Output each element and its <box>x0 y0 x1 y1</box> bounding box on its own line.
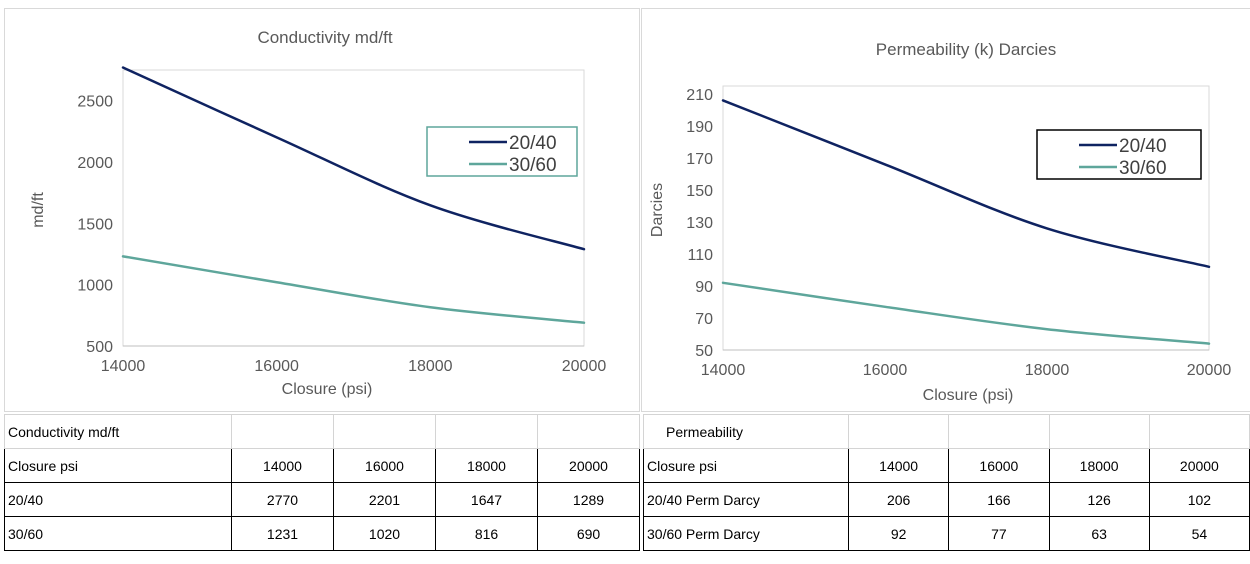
y-tick-label: 50 <box>695 343 713 360</box>
table-cell <box>231 414 334 449</box>
table-cell <box>333 414 436 449</box>
plot-area <box>722 85 1210 351</box>
y-tick-label: 1000 <box>77 278 113 295</box>
legend-label: 30/60 <box>1119 158 1167 179</box>
table-row: Closure psi 14000 16000 18000 20000 <box>643 448 1250 483</box>
y-tick-label: 130 <box>686 215 713 232</box>
table-cell: 54 <box>1148 516 1250 551</box>
legend <box>1036 129 1202 180</box>
series-line-30-60 <box>721 281 1211 345</box>
table-cell <box>847 414 950 449</box>
table-row: 30/60 Perm Darcy 92 77 63 54 <box>643 516 1250 551</box>
table-cell: 1020 <box>333 516 436 551</box>
table-cell: 20000 <box>537 448 640 483</box>
conductivity-chart: Conductivity md/ft 500 1000 1500 2000 2500 14… <box>4 8 640 412</box>
permeability-chart: Permeability (k) Darcies 50 70 90 110 130 150… <box>641 8 1250 412</box>
x-tick-label: 18000 <box>408 358 453 375</box>
table-cell <box>948 414 1050 449</box>
y-tick-label: 500 <box>86 339 113 356</box>
table-row: Closure psi 14000 16000 18000 20000 <box>4 448 640 483</box>
x-tick-label: 16000 <box>254 358 299 375</box>
y-tick-label: 190 <box>686 119 713 136</box>
x-axis-title: Closure (psi) <box>923 387 1014 404</box>
table-cell: 166 <box>948 482 1050 517</box>
y-tick-label: 150 <box>686 183 713 200</box>
legend-label: 30/60 <box>509 155 557 176</box>
series-line-30-60 <box>121 255 586 324</box>
table-cell: 20000 <box>1148 448 1250 483</box>
x-tick-label: 18000 <box>1025 362 1070 379</box>
y-tick-label: 2000 <box>77 155 113 172</box>
series-line-20-40 <box>721 99 1211 269</box>
y-axis-title: Darcies <box>649 183 666 237</box>
y-tick-label: 1500 <box>77 216 113 233</box>
x-axis-title: Closure (psi) <box>282 381 373 398</box>
y-tick-label: 2500 <box>77 94 113 111</box>
table-title: Conductivity md/ft <box>4 414 232 449</box>
table-cell: 1647 <box>435 482 538 517</box>
table-cell: 77 <box>948 516 1050 551</box>
x-tick-label: 14000 <box>701 362 746 379</box>
table-cell: 126 <box>1048 482 1150 517</box>
table-cell: 102 <box>1148 482 1250 517</box>
table-cell <box>537 414 640 449</box>
legend <box>426 126 578 177</box>
y-tick-label: 110 <box>687 247 713 264</box>
y-tick-label: 170 <box>686 151 713 168</box>
legend-label: 20/40 <box>1119 136 1167 157</box>
y-tick-label: 210 <box>686 87 713 104</box>
row-label: 20/40 <box>4 482 232 517</box>
table-cell: 18000 <box>1048 448 1150 483</box>
plot-area <box>122 69 585 347</box>
table-cell: 1231 <box>231 516 334 551</box>
table-cell: 16000 <box>948 448 1050 483</box>
series-line-20-40 <box>121 66 586 251</box>
table-cell <box>1048 414 1150 449</box>
chart-title: Permeability (k) Darcies <box>876 40 1056 59</box>
table-cell: 690 <box>537 516 640 551</box>
chart-title: Conductivity md/ft <box>257 28 392 47</box>
table-title-row: Conductivity md/ft <box>4 414 640 449</box>
table-title: Permeability <box>643 414 849 449</box>
table-cell: 2770 <box>231 482 334 517</box>
table-title-row: Permeability <box>643 414 1250 449</box>
x-tick-label: 20000 <box>562 358 607 375</box>
table-cell <box>1148 414 1250 449</box>
conductivity-table: Conductivity md/ft Closure psi 14000 160… <box>4 414 640 551</box>
table-row: 30/60 1231 1020 816 690 <box>4 516 640 551</box>
permeability-chart-svg: Permeability (k) Darcies 50 70 90 110 130 150… <box>649 40 1232 404</box>
table-cell: 816 <box>435 516 538 551</box>
table-cell: 206 <box>847 482 950 517</box>
table-cell: 14000 <box>847 448 950 483</box>
table-cell: 92 <box>847 516 950 551</box>
row-label: 20/40 Perm Darcy <box>643 482 849 517</box>
conductivity-chart-svg: Conductivity md/ft 500 1000 1500 2000 2500 14… <box>30 28 607 398</box>
table-cell: 18000 <box>435 448 538 483</box>
table-cell: 16000 <box>333 448 436 483</box>
table-row: 20/40 Perm Darcy 206 166 126 102 <box>643 482 1250 517</box>
table-cell: 63 <box>1048 516 1150 551</box>
y-axis-title: md/ft <box>30 192 47 228</box>
table-row: 20/40 2770 2201 1647 1289 <box>4 482 640 517</box>
row-label: Closure psi <box>643 448 849 483</box>
table-cell: 2201 <box>333 482 436 517</box>
permeability-table: Permeability Closure psi 14000 16000 180… <box>643 414 1250 551</box>
row-label: Closure psi <box>4 448 232 483</box>
legend-label: 20/40 <box>509 133 557 154</box>
row-label: 30/60 Perm Darcy <box>643 516 849 551</box>
table-cell: 14000 <box>231 448 334 483</box>
x-tick-label: 14000 <box>101 358 146 375</box>
row-label: 30/60 <box>4 516 232 551</box>
y-tick-label: 70 <box>695 311 713 328</box>
table-cell <box>435 414 538 449</box>
y-tick-label: 90 <box>695 279 713 296</box>
x-tick-label: 16000 <box>863 362 908 379</box>
x-tick-label: 20000 <box>1187 362 1232 379</box>
table-cell: 1289 <box>537 482 640 517</box>
